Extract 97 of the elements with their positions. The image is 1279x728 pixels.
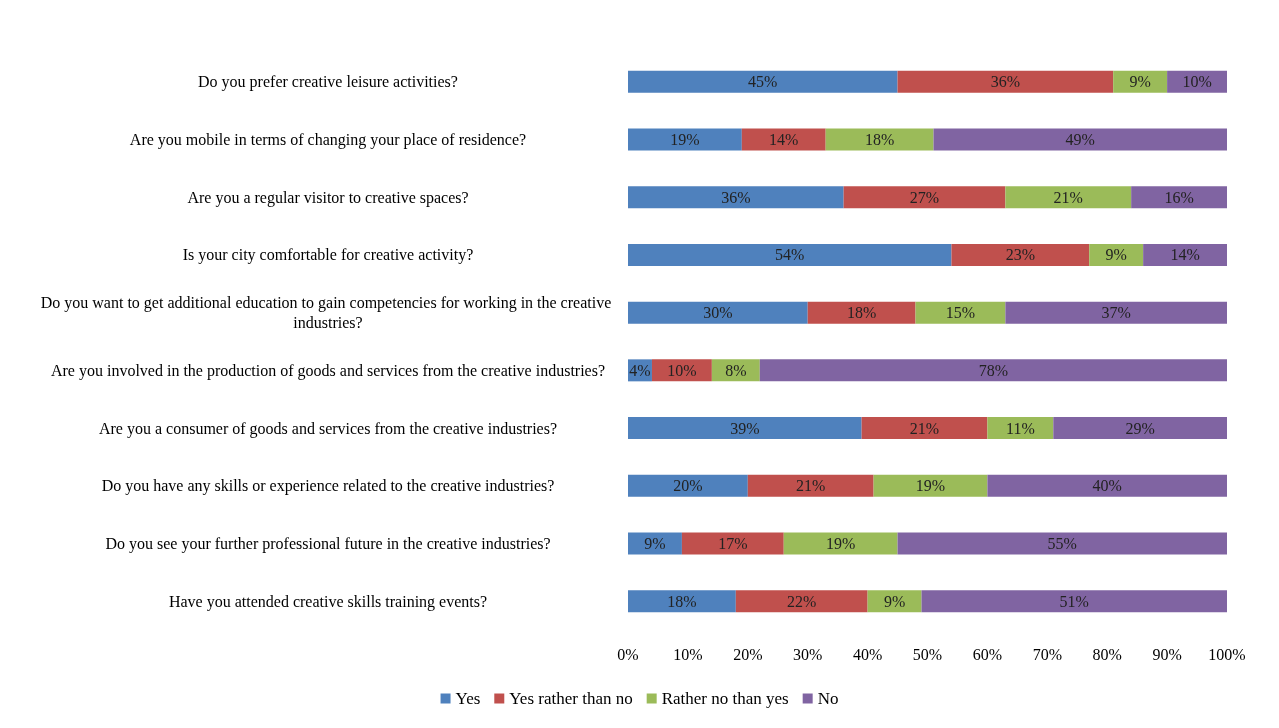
data-label: 37%	[1101, 304, 1131, 322]
data-label: 19%	[670, 131, 700, 149]
data-label: 10%	[1182, 73, 1212, 91]
bar	[628, 243, 952, 266]
data-label: 54%	[775, 246, 805, 264]
y-tick-label: Are you a consumer of goods and services from the creative industries?	[98, 419, 558, 438]
data-label: 9%	[1105, 246, 1127, 264]
bar	[915, 301, 1006, 324]
x-tick-label: 80%	[1092, 645, 1122, 663]
bar	[825, 128, 934, 151]
data-label: 36%	[721, 188, 751, 206]
bar	[1005, 301, 1227, 324]
legend-label: Yes rather than no	[509, 689, 633, 708]
x-tick-label: 30%	[793, 645, 823, 663]
data-label: 19%	[825, 534, 856, 552]
data-label: 23%	[1005, 246, 1036, 264]
bar	[628, 128, 742, 151]
y-tick-label: Do you have any skills or experience related to the creative industries?	[101, 477, 555, 496]
bar	[628, 474, 748, 497]
y-tick-label: Have you attended creative skills training events?	[168, 592, 488, 611]
bar	[897, 532, 1227, 555]
bar	[951, 243, 1090, 266]
x-tick-label: 90%	[1152, 645, 1182, 663]
x-tick-label: 60%	[972, 645, 1003, 663]
data-label: 9%	[1129, 73, 1151, 91]
bar	[1131, 186, 1227, 209]
data-label: 18%	[667, 592, 697, 610]
data-label: 4%	[629, 361, 651, 379]
bar	[987, 474, 1227, 497]
data-label: 27%	[909, 188, 940, 206]
legend-label: Rather no than yes	[661, 689, 789, 708]
x-tick-label: 50%	[912, 645, 943, 663]
data-label: 30%	[703, 304, 733, 322]
data-label: 18%	[846, 304, 877, 322]
bar	[843, 186, 1006, 209]
y-tick-label: Do you see your further professional future in the creative industries?	[105, 534, 551, 553]
y-tick-label: Are you a regular visitor to creative spaces?	[187, 188, 469, 207]
bar	[861, 417, 988, 440]
bar	[807, 301, 916, 324]
bar	[628, 590, 736, 613]
data-label: 21%	[796, 477, 826, 495]
bar	[921, 590, 1227, 613]
data-label: 10%	[667, 361, 697, 379]
data-label: 14%	[769, 131, 799, 149]
data-label: 22%	[787, 592, 817, 610]
y-tick-label: Are you mobile in terms of changing your place of residence?	[129, 131, 527, 150]
data-label: 21%	[1053, 188, 1083, 206]
x-tick-label: 0%	[617, 645, 639, 663]
data-label: 21%	[909, 419, 940, 437]
data-label: 16%	[1164, 188, 1194, 206]
data-label: 51%	[1059, 592, 1089, 610]
data-label: 40%	[1092, 477, 1122, 495]
x-tick-label: 70%	[1032, 645, 1062, 663]
bar	[933, 128, 1227, 151]
bar	[987, 417, 1054, 440]
data-label: 55%	[1047, 534, 1077, 552]
bar	[1143, 243, 1227, 266]
data-label: 11%	[1005, 419, 1035, 437]
data-label: 19%	[915, 477, 946, 495]
data-label: 17%	[718, 534, 748, 552]
bar	[741, 128, 826, 151]
data-label: 8%	[725, 361, 747, 379]
bar	[783, 532, 898, 555]
bar	[735, 590, 868, 613]
y-tick-label: Do you prefer creative leisure activities?	[198, 73, 458, 92]
data-label: 39%	[730, 419, 760, 437]
legend-label: Yes	[455, 689, 481, 708]
x-tick-label: 10%	[673, 645, 703, 663]
legend-label: No	[817, 689, 839, 708]
data-label: 14%	[1170, 246, 1200, 264]
bar	[747, 474, 874, 497]
x-tick-label: 100%	[1208, 645, 1246, 663]
y-tick-label: Is your city comfortable for creative activity?	[182, 246, 474, 265]
bar	[681, 532, 784, 555]
bar	[759, 359, 1227, 382]
bar	[628, 186, 844, 209]
y-tick-label: Are you involved in the production of goods and services from the creative industries?	[50, 361, 606, 380]
data-label: 9%	[644, 534, 666, 552]
data-label: 15%	[945, 304, 976, 322]
data-label: 45%	[748, 73, 778, 91]
bar	[628, 70, 898, 93]
data-label: 29%	[1125, 419, 1155, 437]
x-tick-label: 20%	[733, 645, 763, 663]
data-label: 36%	[990, 73, 1021, 91]
bar	[628, 417, 862, 440]
data-label: 9%	[883, 592, 906, 610]
bar	[873, 474, 988, 497]
bar	[628, 301, 808, 324]
data-label: 78%	[978, 361, 1009, 379]
data-label: 49%	[1065, 131, 1095, 149]
bar	[1005, 186, 1132, 209]
x-tick-label: 40%	[852, 645, 883, 663]
bar	[1053, 417, 1227, 440]
y-tick-label: Do you want to get additional education to gain competencies for working in the creative industries?	[40, 294, 616, 332]
data-label: 20%	[673, 477, 703, 495]
data-label: 18%	[864, 131, 895, 149]
bar	[897, 70, 1114, 93]
